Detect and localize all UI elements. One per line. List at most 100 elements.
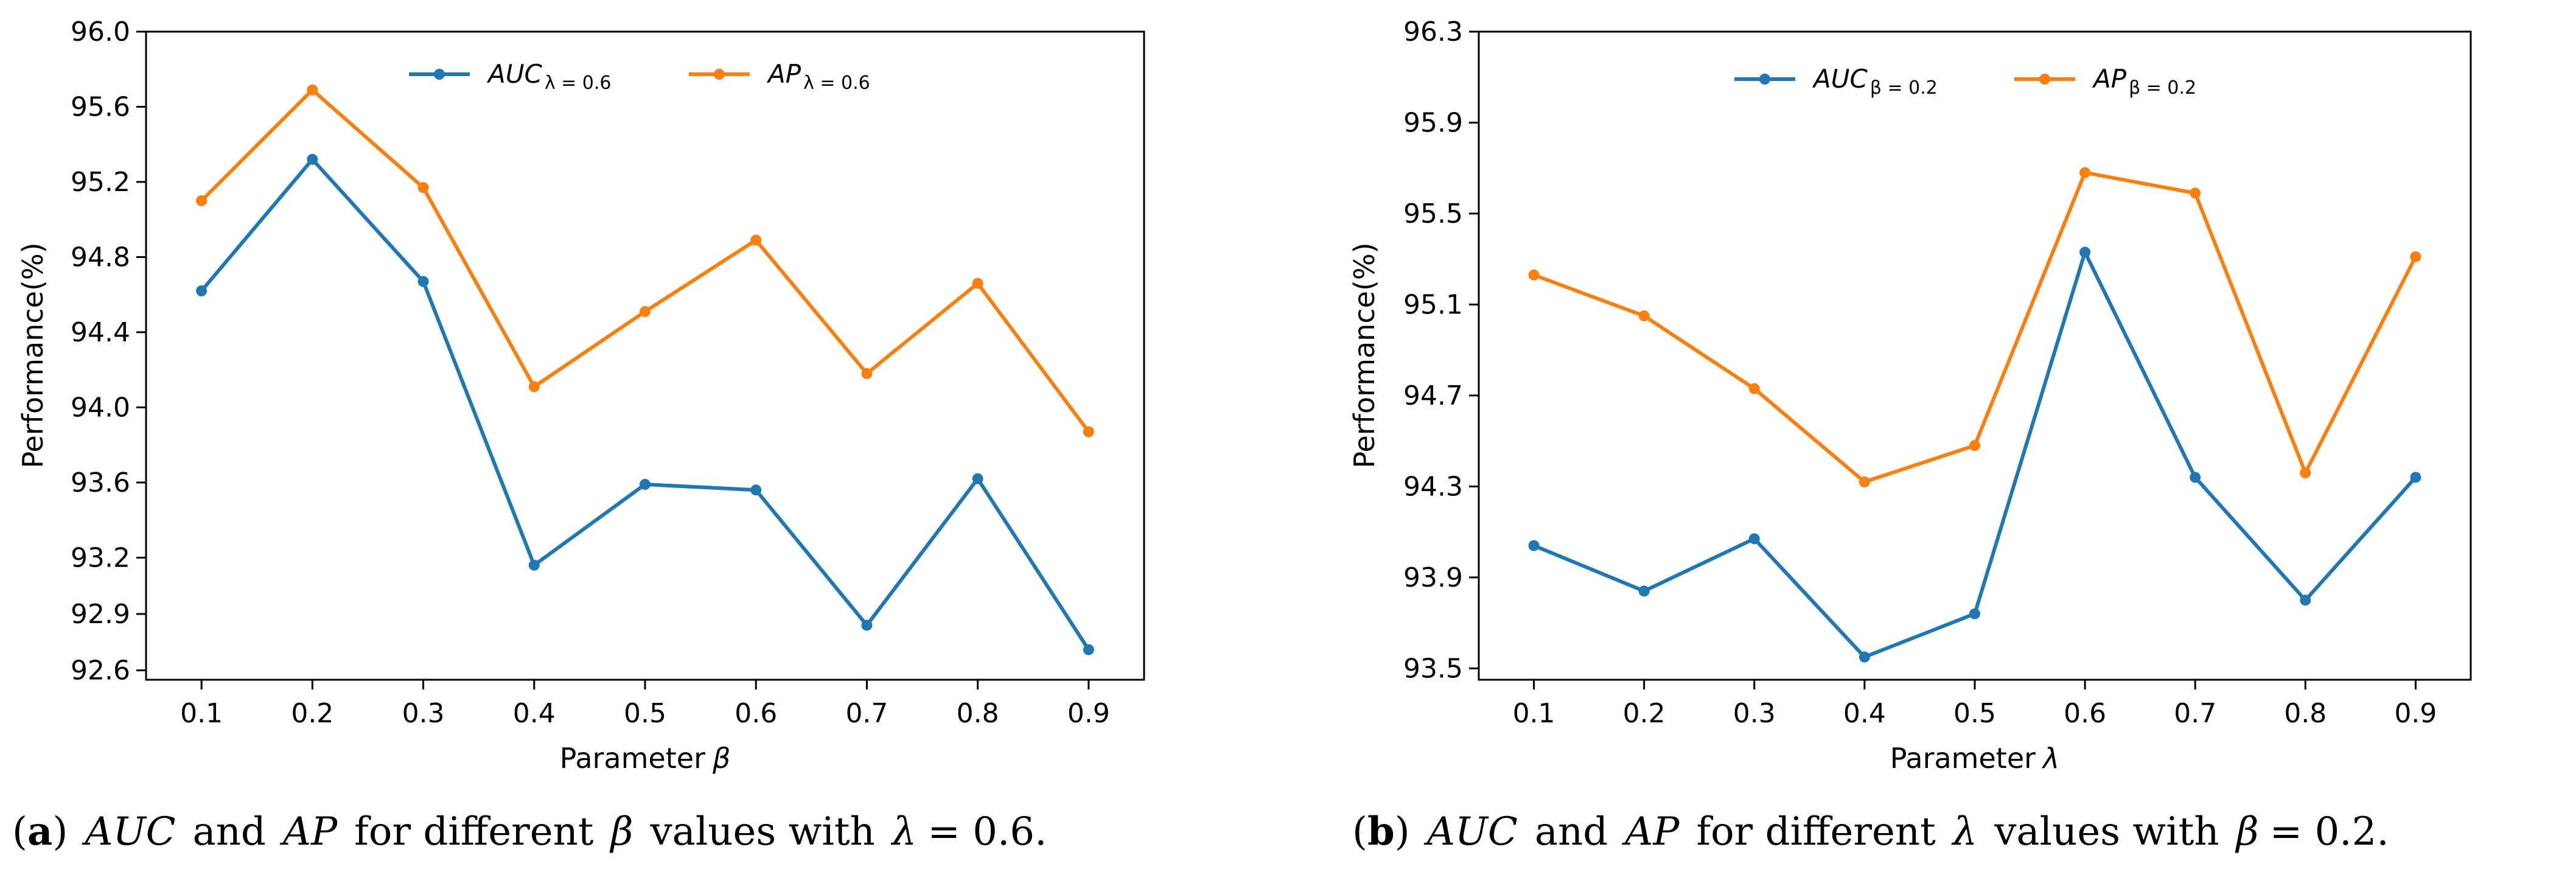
- data-point-auc: [2410, 472, 2421, 483]
- caption-ap: AP: [1622, 809, 1680, 854]
- data-point-auc: [417, 276, 429, 287]
- caption-eq: = 0.6.: [927, 809, 1047, 854]
- series-line-auc: [200, 157, 1091, 651]
- legend: AUC λ = 0.6 AP λ = 0.6: [409, 59, 870, 94]
- caption-close: ): [52, 809, 68, 854]
- y-axis: 93.5 93.9 94.3 94.7 95.1 95.5 95.9 96.3: [1403, 16, 1479, 684]
- y-tick-label: 95.9: [1403, 107, 1463, 138]
- legend-marker: [714, 69, 725, 80]
- x-axis-label: Parameter β: [560, 742, 731, 775]
- data-point-ap: [417, 182, 429, 194]
- data-point-ap: [972, 277, 983, 289]
- caption-and: and: [193, 809, 266, 854]
- caption-letter: a: [27, 809, 52, 854]
- x-tick-label: 0.6: [2064, 698, 2106, 729]
- legend-label: AP λ = 0.6: [766, 59, 870, 94]
- y-tick-label: 93.5: [1403, 653, 1463, 684]
- data-point-ap: [1638, 310, 1650, 322]
- y-tick-label: 93.9: [1403, 562, 1463, 593]
- y-tick-label: 94.4: [71, 317, 130, 348]
- legend-item-ap: AP β = 0.2: [2014, 64, 2196, 99]
- caption-for-different: for different: [1696, 809, 1936, 854]
- y-tick-label: 96.0: [71, 16, 130, 47]
- series-layer: [1528, 167, 2421, 663]
- data-point-ap: [1748, 383, 1760, 394]
- x-axis: 0.1 0.2 0.3 0.4 0.5 0.6 0.7 0.8 0.9: [1513, 680, 2437, 729]
- data-point-auc: [861, 619, 873, 631]
- caption-letter: b: [1367, 809, 1395, 854]
- legend-item-auc: AUC β = 0.2: [1734, 64, 1938, 99]
- caption-eq: = 0.2.: [2270, 809, 2389, 854]
- x-tick-label: 0.4: [1843, 698, 1886, 729]
- x-tick-label: 0.9: [2394, 698, 2437, 729]
- y-tick-label: 96.3: [1403, 16, 1463, 47]
- legend-marker: [2039, 74, 2050, 85]
- legend-marker: [434, 69, 445, 80]
- caption-fixed: λ: [890, 809, 917, 854]
- legend-label: AP β = 0.2: [2092, 64, 2196, 99]
- data-point-ap: [2079, 167, 2091, 178]
- x-tick-label: 0.8: [957, 698, 999, 729]
- legend-item-ap: AP λ = 0.6: [689, 59, 870, 94]
- series-line-ap: [200, 88, 1091, 433]
- caption-close: ): [1395, 809, 1410, 854]
- caption-auc: AUC: [82, 809, 175, 854]
- y-tick-label: 94.3: [1403, 471, 1463, 502]
- data-point-ap: [1083, 426, 1094, 438]
- x-tick-label: 0.6: [735, 698, 777, 729]
- panel-a: 92.6 92.9 93.2 93.6 94.0 94.4 94.8 95.2 95.6 96.0…: [12, 16, 1145, 854]
- y-tick-label: 92.9: [71, 599, 130, 630]
- data-point-ap: [307, 84, 318, 96]
- x-tick-label: 0.4: [513, 698, 556, 729]
- x-tick-label: 0.5: [1953, 698, 1996, 729]
- data-point-auc: [750, 484, 762, 496]
- data-point-auc: [1638, 585, 1650, 597]
- data-point-auc: [1969, 608, 1980, 619]
- x-tick-label: 0.8: [2284, 698, 2326, 729]
- x-tick-label: 0.5: [624, 698, 666, 729]
- data-point-ap: [640, 305, 651, 317]
- data-point-auc: [307, 153, 318, 165]
- caption-values-with: values with: [650, 809, 875, 854]
- x-tick-label: 0.2: [1623, 698, 1666, 729]
- x-axis-label-symbol: β: [712, 742, 730, 775]
- x-tick-label: 0.7: [845, 698, 888, 729]
- caption-values-with: values with: [1994, 809, 2219, 854]
- y-tick-label: 95.2: [71, 167, 130, 198]
- caption-open: (: [1352, 809, 1367, 854]
- x-tick-label: 0.1: [1513, 698, 1555, 729]
- data-point-ap: [2300, 467, 2311, 478]
- legend-item-auc: AUC λ = 0.6: [409, 59, 612, 94]
- x-axis: 0.1 0.2 0.3 0.4 0.5 0.6 0.7 0.8 0.9: [180, 680, 1110, 729]
- x-axis-label: Parameter λ: [1890, 742, 2060, 775]
- series-line-ap: [1533, 170, 2418, 484]
- x-tick-label: 0.1: [180, 698, 223, 729]
- data-point-auc: [528, 559, 540, 571]
- data-point-auc: [1083, 644, 1094, 655]
- data-point-auc: [196, 285, 208, 296]
- y-tick-label: 93.6: [71, 467, 130, 498]
- legend-label: AUC β = 0.2: [1812, 64, 1938, 99]
- legend: AUC β = 0.2 AP β = 0.2: [1734, 64, 2196, 99]
- y-tick-label: 94.0: [71, 392, 130, 423]
- caption-param: β: [610, 809, 634, 854]
- y-tick-label: 95.5: [1403, 198, 1463, 229]
- x-tick-label: 0.9: [1067, 698, 1110, 729]
- series-layer: [196, 84, 1094, 655]
- caption-open: (: [12, 809, 27, 854]
- caption: (b) AUC and AP for different λ values with β = 0…: [1352, 809, 2389, 854]
- y-tick-label: 95.1: [1403, 289, 1463, 320]
- x-axis-label-text: Parameter: [560, 742, 705, 775]
- caption: (a) AUC and AP for different β values with λ = 0…: [12, 809, 1047, 854]
- x-tick-label: 0.3: [1733, 698, 1776, 729]
- y-tick-label: 92.6: [71, 655, 130, 686]
- x-axis-label-text: Parameter: [1890, 742, 2036, 775]
- data-point-auc: [640, 478, 651, 490]
- y-tick-label: 93.2: [71, 542, 130, 573]
- plot-frame: [145, 30, 1145, 681]
- series-line-auc: [1533, 250, 2417, 659]
- legend-label: AUC λ = 0.6: [486, 59, 612, 94]
- caption-fixed: β: [2235, 809, 2259, 854]
- data-point-auc: [2079, 246, 2091, 258]
